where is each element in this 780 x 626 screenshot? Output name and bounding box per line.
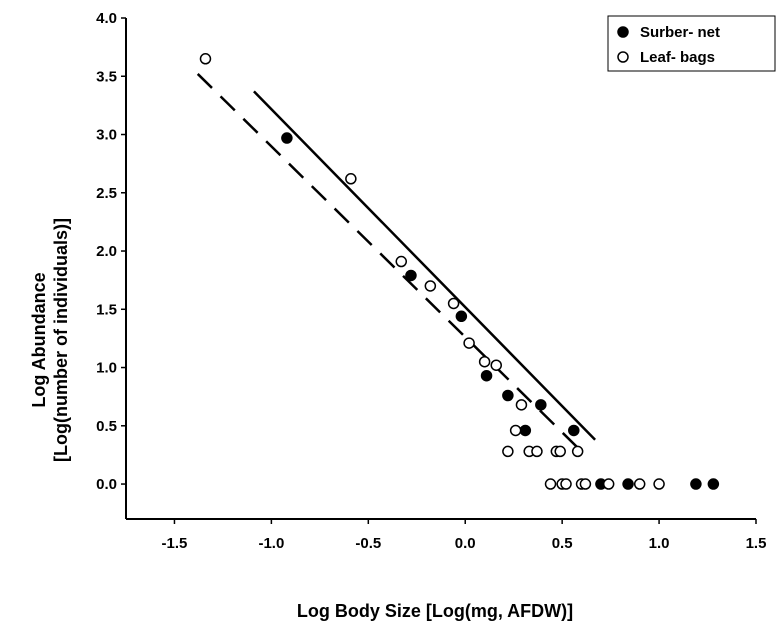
legend-marker-surber-net <box>617 26 629 38</box>
leaf-bags-point <box>199 53 212 65</box>
y-tick-label: 0.5 <box>96 418 117 435</box>
surber-net-point <box>405 269 417 282</box>
leaf-bags-point <box>424 280 437 292</box>
leaf-bags-point <box>544 478 557 490</box>
surber-net-point <box>519 424 532 437</box>
y-tick-label: 0.0 <box>96 476 117 493</box>
y-tick-label: 1.5 <box>96 301 117 318</box>
leaf-bags-point <box>345 173 357 185</box>
y-axis-ticks: 0.0 0.5 1.0 1.5 2.0 2.5 3.0 3.5 4.0 <box>96 10 126 493</box>
leaf-bags-point <box>653 478 665 490</box>
x-tick-label: -1.0 <box>258 535 284 552</box>
surber-net-point <box>281 132 293 144</box>
solid-fit-line <box>253 90 597 441</box>
leaf-bags-point <box>515 399 528 411</box>
x-tick-label: -0.5 <box>355 535 381 552</box>
data-points <box>199 53 720 490</box>
surber-net-point <box>568 424 580 437</box>
y-tick-label: 2.5 <box>96 185 117 202</box>
leaf-bags-point <box>554 445 566 458</box>
y-tick-label: 3.0 <box>96 127 117 144</box>
plot-area: -1.5 -1.0 -0.5 0.0 0.5 1.0 1.5 0.0 0.5 1.0 1.5 2.0… <box>96 10 766 552</box>
leaf-bags-point <box>463 337 475 349</box>
dashed-fit-line <box>196 73 583 453</box>
y-tick-label: 2.0 <box>96 243 117 260</box>
x-axis-title: Log Body Size [Log(mg, AFDW)] <box>297 601 573 621</box>
leaf-bags-point <box>571 445 584 458</box>
surber-net-point <box>622 478 634 490</box>
leaf-bags-point <box>509 424 522 437</box>
y-tick-label: 1.0 <box>96 360 117 377</box>
surber-net-point <box>707 478 720 490</box>
x-tick-label: 1.0 <box>649 535 670 552</box>
x-axis-ticks: -1.5 -1.0 -0.5 0.0 0.5 1.0 1.5 <box>162 519 767 552</box>
y-tick-label: 3.5 <box>96 68 117 85</box>
leaf-bags-point <box>447 297 460 310</box>
surber-net-point <box>480 369 493 382</box>
leaf-bags-point <box>478 355 491 368</box>
leaf-bags-point <box>602 478 615 490</box>
y-axis-title: Log Abundance [Log(number of individuals… <box>29 218 71 462</box>
surber-net-point <box>535 399 547 411</box>
x-tick-label: 0.0 <box>455 535 476 552</box>
legend: Surber- net Leaf- bags <box>607 15 776 72</box>
surber-net-point <box>690 478 702 490</box>
x-tick-label: -1.5 <box>162 535 188 552</box>
leaf-bags-point <box>490 359 502 371</box>
legend-box <box>607 15 776 72</box>
regression-lines <box>196 73 597 453</box>
y-axis-title-line-2: [Log(number of individuals)] <box>51 218 71 462</box>
leaf-bags-point <box>560 478 572 490</box>
leaf-bags-point <box>633 478 646 490</box>
legend-marker-leaf-bags <box>617 51 629 63</box>
surber-net-point <box>455 310 468 323</box>
leaf-bags-point <box>531 445 543 458</box>
leaf-bags-point <box>502 445 514 458</box>
y-axis-title-line-1: Log Abundance <box>29 272 49 407</box>
leaf-bags-point <box>395 255 408 268</box>
legend-label-surber-net: Surber- net <box>640 24 720 41</box>
x-tick-label: 1.5 <box>746 535 767 552</box>
surber-net-point <box>502 389 514 402</box>
y-tick-label: 4.0 <box>96 10 117 27</box>
leaf-bags-point <box>579 478 592 490</box>
x-tick-label: 0.5 <box>552 535 573 552</box>
legend-label-leaf-bags: Leaf- bags <box>640 49 715 66</box>
